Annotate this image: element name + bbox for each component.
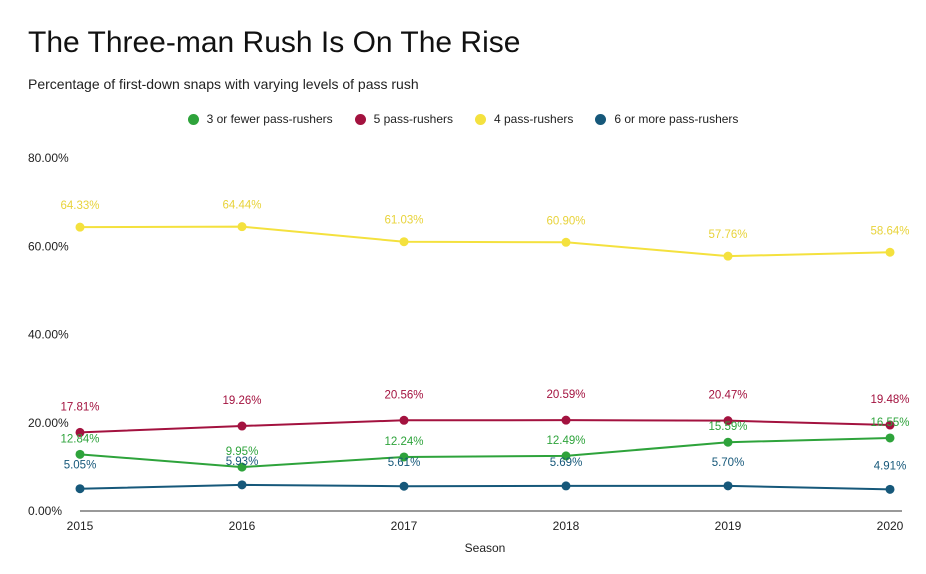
data-point[interactable]: [561, 481, 571, 491]
data-label: 64.44%: [222, 200, 261, 212]
x-tick-label: 2016: [229, 519, 256, 533]
series-line: [79, 436, 891, 469]
data-point[interactable]: [75, 449, 85, 459]
data-point[interactable]: [723, 481, 733, 491]
data-point[interactable]: [237, 222, 247, 232]
legend-item-4[interactable]: 4 pass-rushers: [475, 112, 573, 126]
data-label: 12.49%: [546, 435, 585, 447]
data-point[interactable]: [75, 484, 85, 494]
y-tick-label: 0.00%: [28, 504, 62, 518]
data-label: 19.26%: [222, 395, 261, 407]
data-label: 20.59%: [546, 389, 585, 401]
data-point[interactable]: [885, 433, 895, 443]
data-point[interactable]: [399, 452, 409, 462]
data-label: 12.84%: [60, 433, 99, 445]
legend-label: 5 pass-rushers: [373, 112, 453, 126]
data-label: 57.76%: [708, 229, 747, 241]
data-point[interactable]: [885, 247, 895, 257]
series-line: [79, 225, 891, 258]
data-label: 9.95%: [226, 446, 259, 458]
data-point[interactable]: [75, 222, 85, 232]
data-label: 12.24%: [384, 436, 423, 448]
series-line: [79, 419, 891, 434]
legend-item-5[interactable]: 5 pass-rushers: [354, 112, 453, 126]
data-point[interactable]: [237, 480, 247, 490]
x-tick-label: 2018: [553, 519, 580, 533]
data-label: 17.81%: [60, 401, 99, 413]
x-tick-label: 2019: [715, 519, 742, 533]
legend-label: 6 or more pass-rushers: [614, 112, 739, 126]
data-label: 5.05%: [64, 460, 97, 472]
y-tick-label: 80.00%: [28, 151, 69, 165]
legend: 3 or fewer pass-rushers 5 pass-rushers 4…: [0, 112, 926, 126]
legend-dot-icon: [595, 113, 607, 125]
series-line: [79, 483, 891, 491]
x-tick-label: 2020: [877, 519, 904, 533]
x-axis-title: Season: [464, 541, 506, 555]
y-tick-label: 60.00%: [28, 239, 69, 253]
chart-title: The Three-man Rush Is On The Rise: [28, 26, 521, 59]
data-point[interactable]: [723, 416, 733, 426]
legend-dot-icon: [354, 113, 366, 125]
data-label: 5.70%: [712, 457, 745, 469]
data-label: 5.61%: [388, 457, 421, 469]
data-point[interactable]: [723, 251, 733, 261]
legend-label: 3 or fewer pass-rushers: [206, 112, 333, 126]
data-label: 58.64%: [870, 225, 909, 237]
data-label: 19.48%: [870, 394, 909, 406]
data-label: 20.47%: [708, 390, 747, 402]
y-tick-label: 20.00%: [28, 416, 69, 430]
x-tick-label: 2015: [67, 519, 94, 533]
data-point[interactable]: [399, 415, 409, 425]
data-label: 5.69%: [550, 457, 583, 469]
data-point[interactable]: [237, 421, 247, 431]
legend-dot-icon: [187, 113, 199, 125]
data-label: 61.03%: [384, 215, 423, 227]
data-point[interactable]: [885, 420, 895, 430]
data-point[interactable]: [885, 484, 895, 494]
data-label: 60.90%: [546, 215, 585, 227]
data-label: 15.59%: [708, 421, 747, 433]
data-label: 64.33%: [60, 200, 99, 212]
x-tick-label: 2017: [391, 519, 418, 533]
data-point[interactable]: [561, 451, 571, 461]
data-point[interactable]: [75, 427, 85, 437]
legend-dot-icon: [475, 113, 486, 125]
legend-item-3-or-fewer[interactable]: 3 or fewer pass-rushers: [187, 112, 333, 126]
data-point[interactable]: [561, 415, 571, 425]
data-label: 5.93%: [226, 456, 259, 468]
legend-item-6-or-more[interactable]: 6 or more pass-rushers: [595, 112, 738, 126]
data-label: 4.91%: [874, 460, 907, 472]
data-point[interactable]: [399, 481, 409, 491]
chart-subtitle: Percentage of first-down snaps with vary…: [28, 76, 419, 92]
data-point[interactable]: [561, 237, 571, 247]
data-point[interactable]: [399, 237, 409, 247]
y-tick-label: 40.00%: [28, 328, 69, 342]
data-label: 20.56%: [384, 389, 423, 401]
data-label: 16.55%: [870, 417, 909, 429]
data-point[interactable]: [237, 462, 247, 472]
data-point[interactable]: [723, 437, 733, 447]
legend-label: 4 pass-rushers: [494, 112, 574, 126]
